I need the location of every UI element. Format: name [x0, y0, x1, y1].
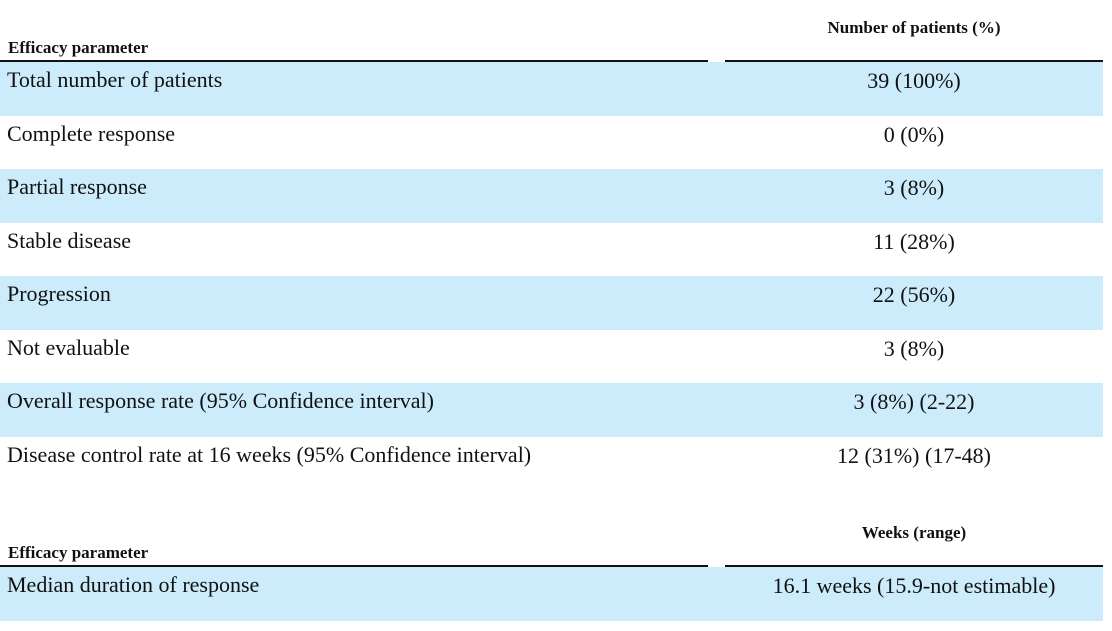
table-row: Stable disease 11 (28%)	[0, 223, 1103, 277]
row-label: Partial response	[7, 174, 147, 199]
row-label: Not evaluable	[7, 334, 130, 360]
efficacy-table-duration: Weeks (range) Efficacy parameter Median …	[0, 505, 1103, 621]
row-label: Stable disease	[7, 227, 132, 253]
header-rule-left	[0, 60, 708, 62]
row-label: Disease control rate at 16 weeks (95% Co…	[7, 441, 532, 467]
table-row: Complete response 0 (0%)	[0, 116, 1103, 170]
table-row: Total number of patients 39 (100%)	[0, 62, 1103, 116]
row-value: 3 (8%)	[883, 175, 945, 200]
table-row: Progression 22 (56%)	[0, 276, 1103, 330]
table-header: Weeks (range) Efficacy parameter	[0, 505, 1103, 567]
row-label: Complete response	[7, 120, 176, 146]
row-value: 39 (100%)	[867, 68, 961, 93]
column-header-efficacy-parameter: Efficacy parameter	[8, 38, 149, 57]
table-row: Median duration of response 16.1 weeks (…	[0, 567, 1103, 621]
row-value: 22 (56%)	[872, 282, 956, 307]
table-row: Disease control rate at 16 weeks (95% Co…	[0, 437, 1103, 491]
row-value: 3 (8%)	[883, 335, 945, 361]
header-rule-right	[725, 565, 1103, 567]
row-value: 0 (0%)	[883, 121, 945, 147]
column-header-number-of-patients: Number of patients (%)	[827, 18, 1001, 37]
table-header: Number of patients (%) Efficacy paramete…	[0, 0, 1103, 62]
column-header-weeks-range: Weeks (range)	[861, 523, 967, 542]
table-row: Overall response rate (95% Confidence in…	[0, 383, 1103, 437]
row-label: Progression	[7, 281, 111, 306]
row-label: Overall response rate (95% Confidence in…	[7, 388, 434, 413]
header-rule-left	[0, 565, 708, 567]
efficacy-table-patients: Number of patients (%) Efficacy paramete…	[0, 0, 1103, 491]
table-row: Partial response 3 (8%)	[0, 169, 1103, 223]
row-value: 12 (31%) (17-48)	[837, 442, 991, 468]
row-value: 16.1 weeks (15.9-not estimable)	[772, 573, 1056, 598]
row-value: 11 (28%)	[873, 228, 955, 254]
row-label: Total number of patients	[7, 67, 223, 92]
row-label: Median duration of response	[7, 572, 260, 597]
header-rule-right	[725, 60, 1103, 62]
row-value: 3 (8%) (2-22)	[853, 389, 975, 414]
column-header-efficacy-parameter: Efficacy parameter	[8, 543, 149, 562]
table-row: Not evaluable 3 (8%)	[0, 330, 1103, 384]
